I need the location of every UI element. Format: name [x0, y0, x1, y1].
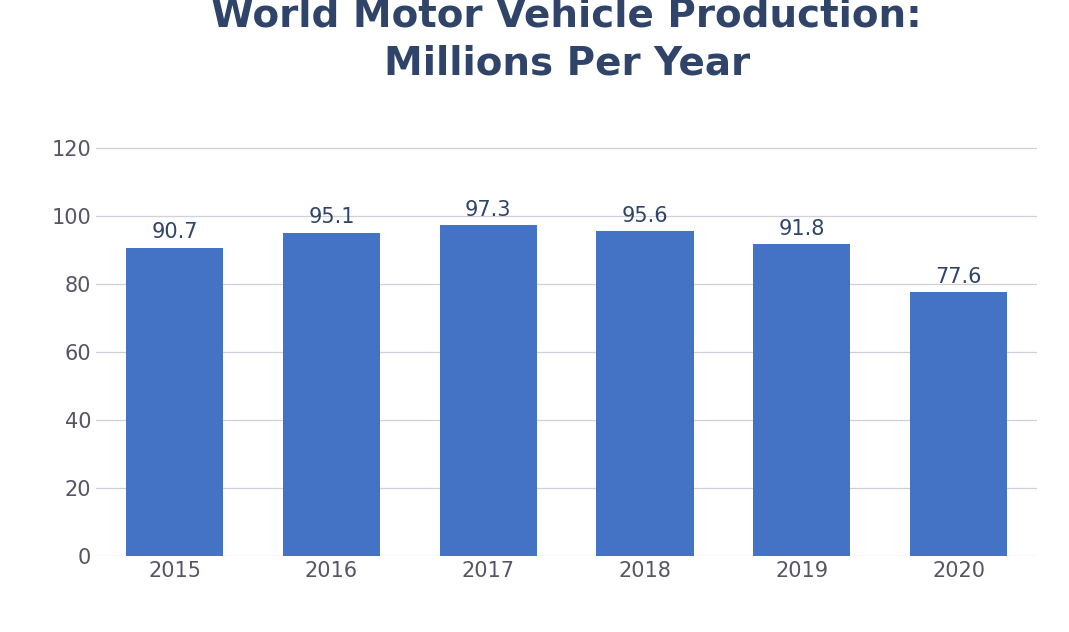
- Text: 91.8: 91.8: [778, 219, 825, 239]
- Bar: [439, 225, 537, 556]
- Text: 95.1: 95.1: [308, 207, 355, 228]
- Title: World Motor Vehicle Production:
Millions Per Year: World Motor Vehicle Production: Millions…: [212, 0, 921, 83]
- Text: 77.6: 77.6: [935, 267, 981, 287]
- Bar: [126, 248, 223, 556]
- Text: 97.3: 97.3: [465, 200, 511, 220]
- Text: 90.7: 90.7: [152, 222, 198, 243]
- Text: 95.6: 95.6: [622, 206, 668, 226]
- Bar: [754, 244, 850, 556]
- Bar: [283, 233, 379, 556]
- Bar: [597, 231, 694, 556]
- Bar: [910, 292, 1007, 556]
